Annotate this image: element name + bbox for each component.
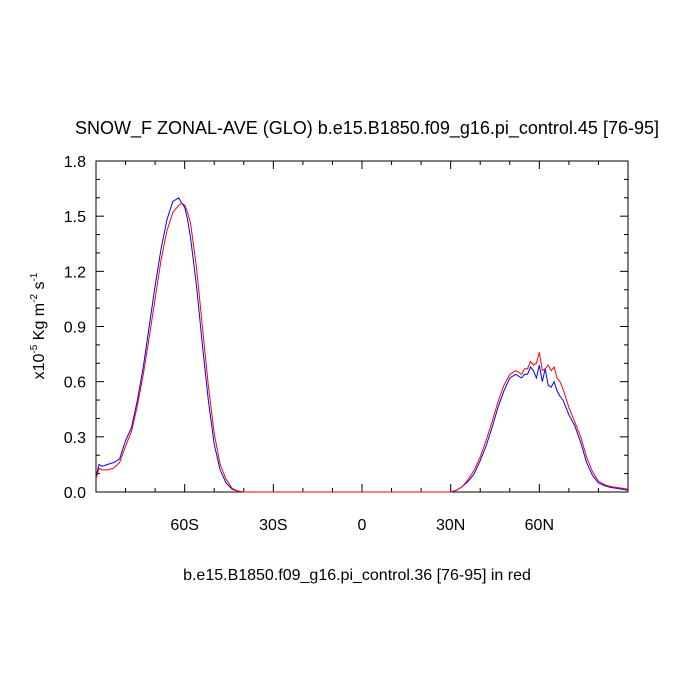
x-tick-label: 30N	[436, 517, 465, 534]
y-axis-label-unit: Kg m	[31, 303, 48, 345]
x-tick-label: 0	[358, 517, 367, 534]
series-line-2	[95, 202, 629, 493]
x-tick-label: 60N	[525, 517, 554, 534]
chart-title: SNOW_F ZONAL-AVE (GLO) b.e15.B1850.f09_g…	[75, 118, 659, 139]
y-tick-label: 0.9	[64, 320, 86, 337]
y-tick-label: 0.6	[64, 375, 86, 392]
chart-caption: b.e15.B1850.f09_g16.pi_control.36 [76-95…	[183, 567, 531, 584]
y-tick-label: 1.8	[64, 154, 86, 171]
y-axis-label-exp1: -5	[29, 344, 40, 353]
series-layer	[95, 197, 629, 493]
y-axis-label-exp3: -1	[29, 272, 40, 281]
y-tick-label: 1.5	[64, 209, 86, 226]
y-tick-label: 0.0	[64, 485, 86, 502]
plot-frame	[95, 160, 629, 493]
y-axis-label: x10-5 Kg m-2 s-1	[29, 272, 48, 379]
y-tick-label: 1.2	[64, 264, 86, 281]
y-tick-label: 0.3	[64, 430, 86, 447]
x-tick-label: 60S	[170, 517, 198, 534]
series-line-1	[95, 197, 629, 493]
y-axis-label-exp2: -2	[29, 294, 40, 303]
x-tick-label: 30S	[259, 517, 287, 534]
y-axis-label-unit2: s	[31, 282, 48, 294]
ticks-layer: 60S 30S 0 30N 60N 0.0 0.3 0.6 0.9 1.2 1.5 1.8	[64, 154, 628, 534]
y-axis-label-prefix: x10	[31, 353, 48, 379]
